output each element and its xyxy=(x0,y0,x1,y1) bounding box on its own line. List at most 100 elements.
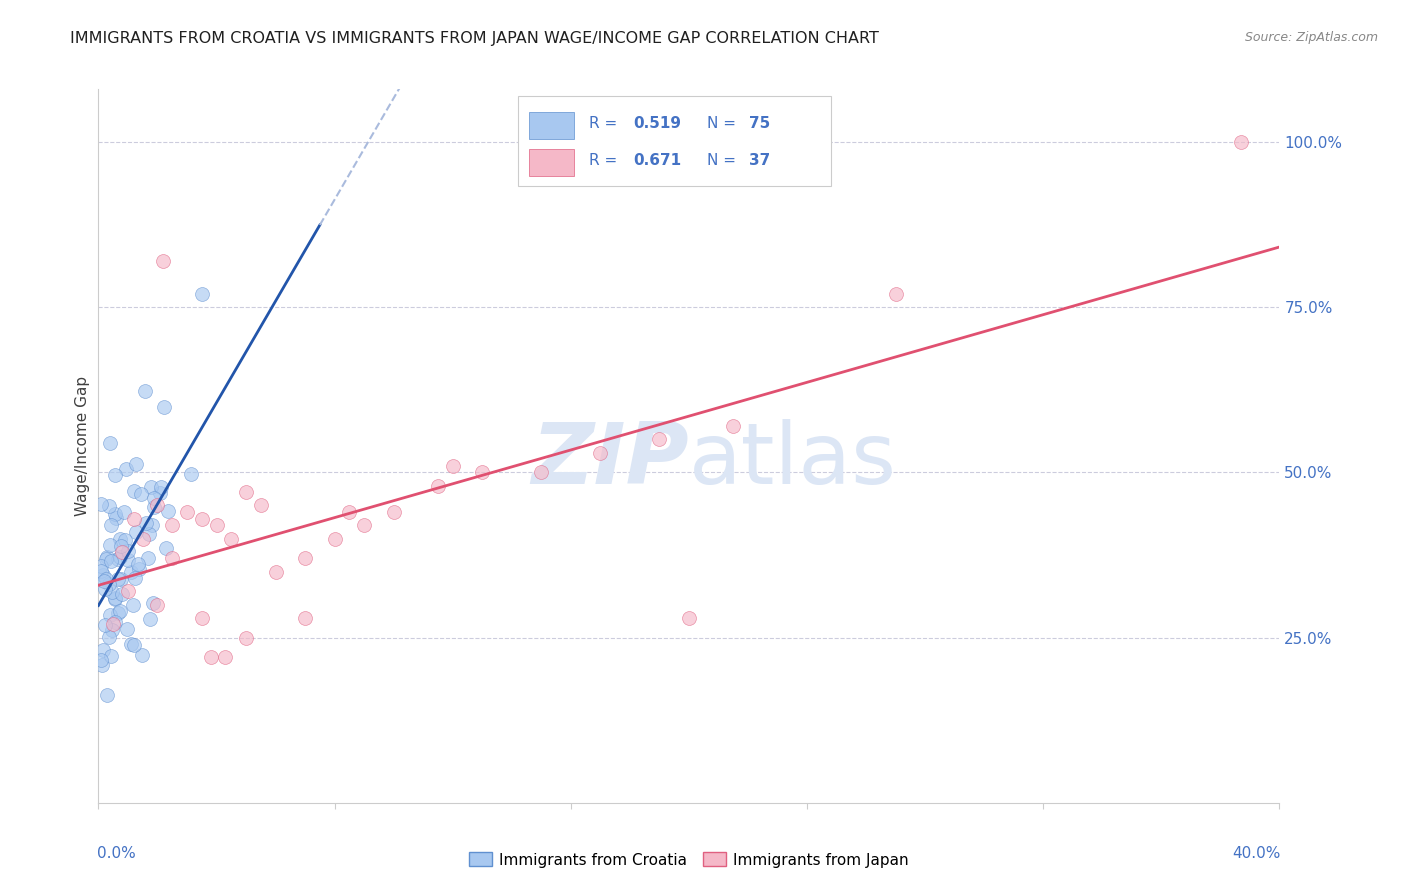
Text: N =: N = xyxy=(707,153,741,168)
Point xyxy=(93,574,115,588)
Point xyxy=(120,637,142,651)
Point xyxy=(191,511,214,525)
Point xyxy=(115,622,138,636)
Point xyxy=(131,648,153,663)
Point xyxy=(427,478,450,492)
Point xyxy=(132,532,155,546)
Point xyxy=(100,554,122,568)
Point xyxy=(180,467,202,481)
Text: 0.519: 0.519 xyxy=(634,116,682,130)
Point xyxy=(104,591,127,606)
Point xyxy=(471,466,494,480)
Point xyxy=(91,643,114,657)
Point xyxy=(94,572,117,586)
Point xyxy=(125,524,148,539)
Text: 75: 75 xyxy=(749,116,770,130)
Point xyxy=(125,457,148,471)
Point xyxy=(219,532,242,546)
Point xyxy=(110,573,132,587)
Text: ZIP: ZIP xyxy=(531,418,689,502)
Point xyxy=(122,511,145,525)
Point xyxy=(122,598,145,612)
Point xyxy=(148,485,170,500)
Point xyxy=(96,549,118,564)
Point xyxy=(235,485,257,500)
Point xyxy=(214,650,236,665)
Point xyxy=(98,499,121,513)
Text: atlas: atlas xyxy=(689,418,897,502)
Point xyxy=(323,532,346,546)
Point xyxy=(91,657,114,672)
Point xyxy=(111,545,134,559)
Point xyxy=(143,500,166,515)
Point xyxy=(100,518,122,533)
Point xyxy=(108,549,131,564)
Point xyxy=(129,486,152,500)
Point xyxy=(294,551,316,566)
Point xyxy=(191,611,214,625)
Point xyxy=(264,565,287,579)
Point xyxy=(114,462,136,476)
Point xyxy=(134,384,156,398)
Point xyxy=(104,507,127,521)
Point xyxy=(142,596,165,610)
Point xyxy=(648,433,671,447)
Point xyxy=(96,552,118,566)
Point xyxy=(382,505,405,519)
Point xyxy=(152,254,174,268)
Point xyxy=(98,538,121,552)
Point xyxy=(1230,135,1253,149)
Point xyxy=(139,480,162,494)
Point xyxy=(114,533,136,548)
Point xyxy=(205,518,228,533)
Point xyxy=(117,584,139,599)
Point xyxy=(153,400,176,414)
Point xyxy=(103,617,125,632)
Point xyxy=(191,287,214,301)
Point xyxy=(235,631,257,645)
Point xyxy=(156,504,179,518)
Point xyxy=(678,611,700,625)
Point xyxy=(339,505,360,519)
Point xyxy=(138,550,160,565)
Point xyxy=(90,497,112,511)
Point xyxy=(353,518,375,533)
Point xyxy=(104,615,127,630)
Point xyxy=(105,511,128,525)
Legend: Immigrants from Croatia, Immigrants from Japan: Immigrants from Croatia, Immigrants from… xyxy=(463,847,915,873)
Point xyxy=(589,445,612,459)
Point xyxy=(104,468,127,483)
Point xyxy=(98,608,121,623)
Point xyxy=(124,483,146,498)
Point xyxy=(108,533,131,547)
Point xyxy=(155,541,177,555)
Point xyxy=(112,505,135,519)
Point xyxy=(98,436,121,450)
Point xyxy=(441,458,464,473)
Text: N =: N = xyxy=(707,116,741,130)
Text: 0.671: 0.671 xyxy=(634,153,682,168)
Point xyxy=(139,612,162,626)
Point xyxy=(90,565,112,579)
Point xyxy=(94,617,117,632)
Point xyxy=(107,552,129,566)
Point xyxy=(101,623,124,637)
Bar xyxy=(530,112,575,139)
Bar xyxy=(530,149,575,177)
Point xyxy=(141,518,163,533)
Text: R =: R = xyxy=(589,116,621,130)
Point xyxy=(200,650,222,665)
FancyBboxPatch shape xyxy=(517,96,831,186)
Point xyxy=(124,571,146,585)
Text: 0.0%: 0.0% xyxy=(97,846,136,861)
Text: IMMIGRANTS FROM CROATIA VS IMMIGRANTS FROM JAPAN WAGE/INCOME GAP CORRELATION CHA: IMMIGRANTS FROM CROATIA VS IMMIGRANTS FR… xyxy=(70,31,879,46)
Point xyxy=(90,559,112,574)
Point xyxy=(162,518,183,533)
Point xyxy=(127,558,149,572)
Point xyxy=(108,604,131,618)
Point xyxy=(91,567,114,582)
Point xyxy=(250,499,273,513)
Point xyxy=(107,607,129,621)
Point xyxy=(107,572,129,586)
Point xyxy=(104,591,127,605)
